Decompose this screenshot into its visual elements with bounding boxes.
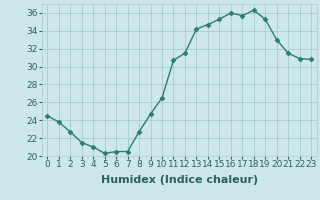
- X-axis label: Humidex (Indice chaleur): Humidex (Indice chaleur): [100, 175, 258, 185]
